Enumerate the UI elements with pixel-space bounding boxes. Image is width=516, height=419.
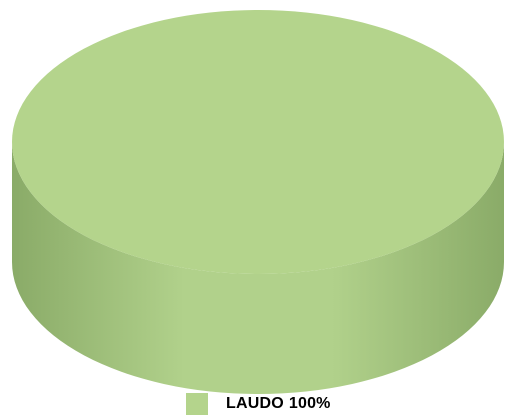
- pie-slice-side-laudo: [12, 142, 504, 394]
- legend-swatch-laudo: [186, 393, 208, 415]
- pie-slice-laudo: [12, 10, 504, 274]
- legend-label-name: LAUDO: [226, 395, 284, 412]
- legend-label: LAUDO 100%: [226, 395, 331, 413]
- legend-label-percent: 100%: [288, 395, 331, 412]
- legend: LAUDO 100%: [186, 392, 331, 416]
